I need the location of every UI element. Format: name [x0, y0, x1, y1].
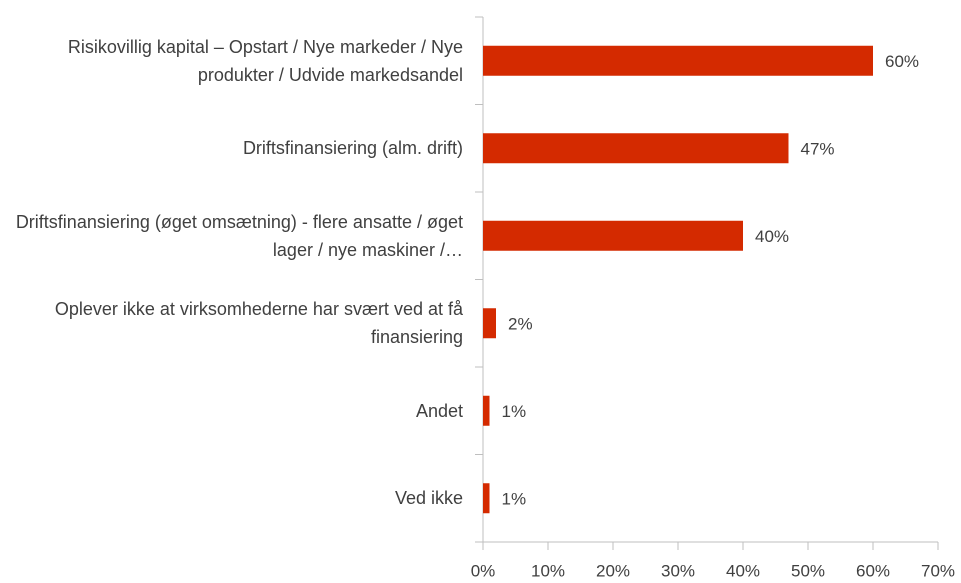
category-label: Driftsfinansiering (alm. drift)	[242, 138, 463, 159]
x-tick-label: 10%	[531, 561, 565, 580]
data-label: 2%	[508, 315, 533, 334]
x-tick-label: 30%	[661, 561, 695, 580]
category-label: Risikovillig kapital – Opstart / Nye mar…	[67, 36, 463, 85]
data-label: 47%	[801, 140, 835, 159]
bar	[483, 395, 490, 426]
bar	[483, 220, 743, 251]
x-tick-label: 0%	[471, 561, 496, 580]
bar	[483, 133, 789, 164]
bar	[483, 308, 496, 339]
x-tick-label: 60%	[856, 561, 890, 580]
category-label: Driftsfinansiering (øget omsætning) - fl…	[15, 211, 463, 260]
x-tick-label: 40%	[726, 561, 760, 580]
category-label: Ved ikke	[394, 488, 463, 509]
category-label: Andet	[415, 400, 463, 421]
bar	[483, 45, 873, 76]
data-label: 40%	[755, 227, 789, 246]
data-label: 1%	[502, 490, 527, 509]
data-label: 1%	[502, 402, 527, 421]
x-tick-label: 20%	[596, 561, 630, 580]
x-tick-label: 50%	[791, 561, 825, 580]
bar	[483, 483, 490, 514]
x-tick-label: 70%	[921, 561, 955, 580]
data-label: 60%	[885, 52, 919, 71]
category-label: Oplever ikke at virksomhederne har svært…	[54, 299, 463, 348]
